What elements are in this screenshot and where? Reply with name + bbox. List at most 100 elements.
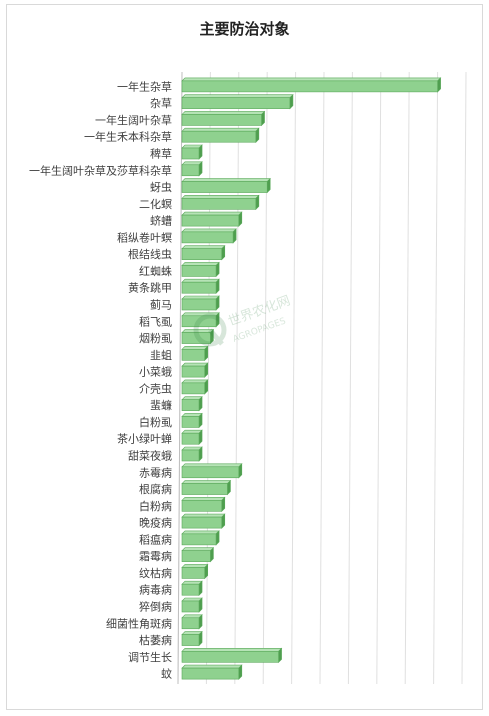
category-label: 烟粉虱 (139, 331, 172, 345)
bar-front-face (181, 449, 200, 462)
category-label: 甜菜夜蛾 (128, 449, 172, 463)
bar-front-face (181, 550, 211, 562)
bar (181, 563, 209, 580)
category-label: 白粉病 (139, 499, 172, 513)
category-label: 根腐病 (139, 482, 172, 496)
bar-top-face (181, 530, 220, 535)
watermark-logo-icon (193, 313, 227, 347)
category-label: 蚜虫 (150, 180, 172, 194)
gridline (319, 71, 325, 685)
bar-top-face (181, 446, 203, 451)
bar-top-face (181, 396, 203, 400)
bar (181, 161, 203, 177)
category-label: 稻飞虱 (139, 315, 172, 328)
category-label: 蚊 (161, 667, 172, 681)
category-label: 白粉虱 (139, 415, 172, 429)
bar-top-face (181, 262, 220, 266)
bar-front-face (181, 651, 279, 663)
bar-front-face (181, 382, 206, 395)
bar-front-face (181, 533, 217, 546)
bar (181, 513, 226, 529)
category-label: 一年生阔叶杂草 (95, 113, 172, 127)
bar (181, 597, 203, 613)
bar-front-face (181, 416, 200, 428)
bar-front-face (181, 567, 206, 579)
bar-front-face (181, 399, 200, 411)
bar (181, 647, 283, 664)
bar-front-face (181, 315, 217, 328)
category-label: 红蜘蛛 (139, 264, 172, 278)
chart-title: 主要防治对象 (199, 20, 290, 38)
bar-front-face (181, 181, 268, 193)
bar (181, 479, 232, 496)
category-label: 枯萎病 (139, 633, 172, 647)
gridline (262, 71, 268, 685)
gridline (234, 71, 240, 685)
y-axis-line (177, 71, 183, 685)
bar-front-face (181, 265, 217, 277)
bar (181, 429, 203, 445)
bar-top-face (181, 413, 203, 417)
category-label: 一年生杂草 (117, 79, 172, 93)
bar-front-face (181, 332, 211, 344)
bar (181, 93, 294, 110)
bar-front-face (181, 198, 257, 210)
gridline (347, 71, 353, 685)
gridline (461, 71, 467, 685)
bar-top-face (181, 228, 237, 233)
watermark: 世界农化网 AGROPAGES (193, 293, 292, 347)
category-label: 蓟马 (150, 299, 172, 312)
bar-top-face (181, 211, 243, 216)
category-label: 一年生禾本科杂草 (84, 130, 172, 144)
gridline (404, 71, 410, 685)
bar-top-face (181, 127, 260, 132)
bar-front-face (181, 600, 200, 613)
bar-front-face (181, 516, 223, 529)
category-label: 韭蛆 (150, 349, 172, 362)
gridline (205, 71, 211, 685)
bar (181, 228, 237, 244)
bar-top-face (181, 429, 203, 434)
bar-top-face (181, 597, 203, 602)
bar-front-face (181, 483, 228, 495)
category-label: 细菌性角斑病 (106, 616, 172, 630)
bar-front-face (181, 667, 240, 680)
bar (181, 362, 209, 378)
bar (181, 345, 209, 362)
bar-front-face (181, 365, 206, 378)
bar-top-face (181, 144, 203, 149)
bar-front-face (181, 617, 200, 630)
bar-top-face (181, 178, 271, 182)
category-label: 霜霉病 (139, 549, 172, 563)
bar (181, 580, 203, 596)
category-label: 稻纵卷叶螟 (117, 230, 172, 244)
category-label: 二化螟 (139, 197, 172, 211)
category-label: 茶小绿叶蝉 (117, 432, 172, 446)
bar-front-face (181, 634, 200, 646)
category-label: 调节生长 (128, 650, 172, 664)
bar-top-face (181, 564, 209, 568)
bar-top-face (181, 664, 243, 669)
category-label: 蛴螬 (150, 214, 172, 228)
bar (181, 261, 220, 278)
bar (181, 244, 226, 261)
bar-front-face (181, 500, 223, 512)
bar (181, 144, 203, 160)
bar-top-face (181, 245, 226, 249)
bar (181, 546, 215, 563)
category-label: 病毒病 (139, 583, 172, 597)
bar-front-face (181, 583, 200, 596)
bar (181, 177, 271, 194)
bar-top-face (181, 614, 203, 619)
bar-top-face (181, 547, 215, 551)
bar-front-face (181, 147, 200, 160)
bar (181, 630, 203, 647)
bar (181, 395, 203, 412)
bar (181, 614, 203, 630)
bar-top-face (181, 161, 203, 166)
bar (181, 110, 266, 127)
category-label: 晚疫病 (139, 516, 172, 530)
bar-top-face (181, 463, 243, 468)
bar (181, 278, 220, 294)
category-label: 稗草 (150, 147, 172, 161)
